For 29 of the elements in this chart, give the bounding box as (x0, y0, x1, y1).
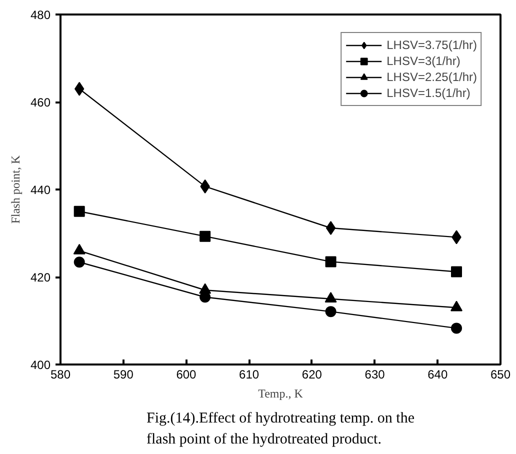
x-tick-label: 590 (113, 368, 134, 382)
y-tick-label: 400 (30, 358, 51, 372)
legend-label: LHSV=3(1/hr) (386, 53, 460, 69)
x-tick-label: 610 (239, 368, 260, 382)
x-tick-label: 630 (364, 368, 386, 382)
x-axis-title: Temp., K (258, 386, 304, 400)
x-tick-label: 620 (302, 368, 322, 382)
point (451, 266, 462, 278)
legend-label: LHSV=1.5(1/hr) (386, 85, 470, 101)
y-tick-label: 440 (30, 183, 51, 197)
legend-label: LHSV=3.75(1/hr) (386, 37, 477, 53)
point (326, 221, 336, 235)
text: Fig.(14).Effect of hydrotreating temp. on the flash point of the hydrotreated product. (146, 410, 415, 448)
legend-label: LHSV=2.25(1/hr) (386, 69, 477, 85)
point (324, 292, 337, 303)
x-tick-label: 640 (428, 368, 448, 382)
y-axis-title: Flash point, K (8, 154, 22, 224)
y-tick-label: 480 (30, 8, 51, 22)
x-tick-label: 600 (176, 368, 197, 382)
point (74, 206, 85, 217)
point (325, 306, 336, 318)
point (200, 230, 211, 242)
y-tick-label: 460 (30, 96, 51, 110)
y-tick-label: 420 (30, 270, 51, 284)
point (451, 322, 462, 334)
x-tick-label: 580 (50, 368, 71, 382)
point (325, 256, 336, 268)
x-tick-label: 650 (490, 368, 511, 382)
point (74, 256, 85, 268)
